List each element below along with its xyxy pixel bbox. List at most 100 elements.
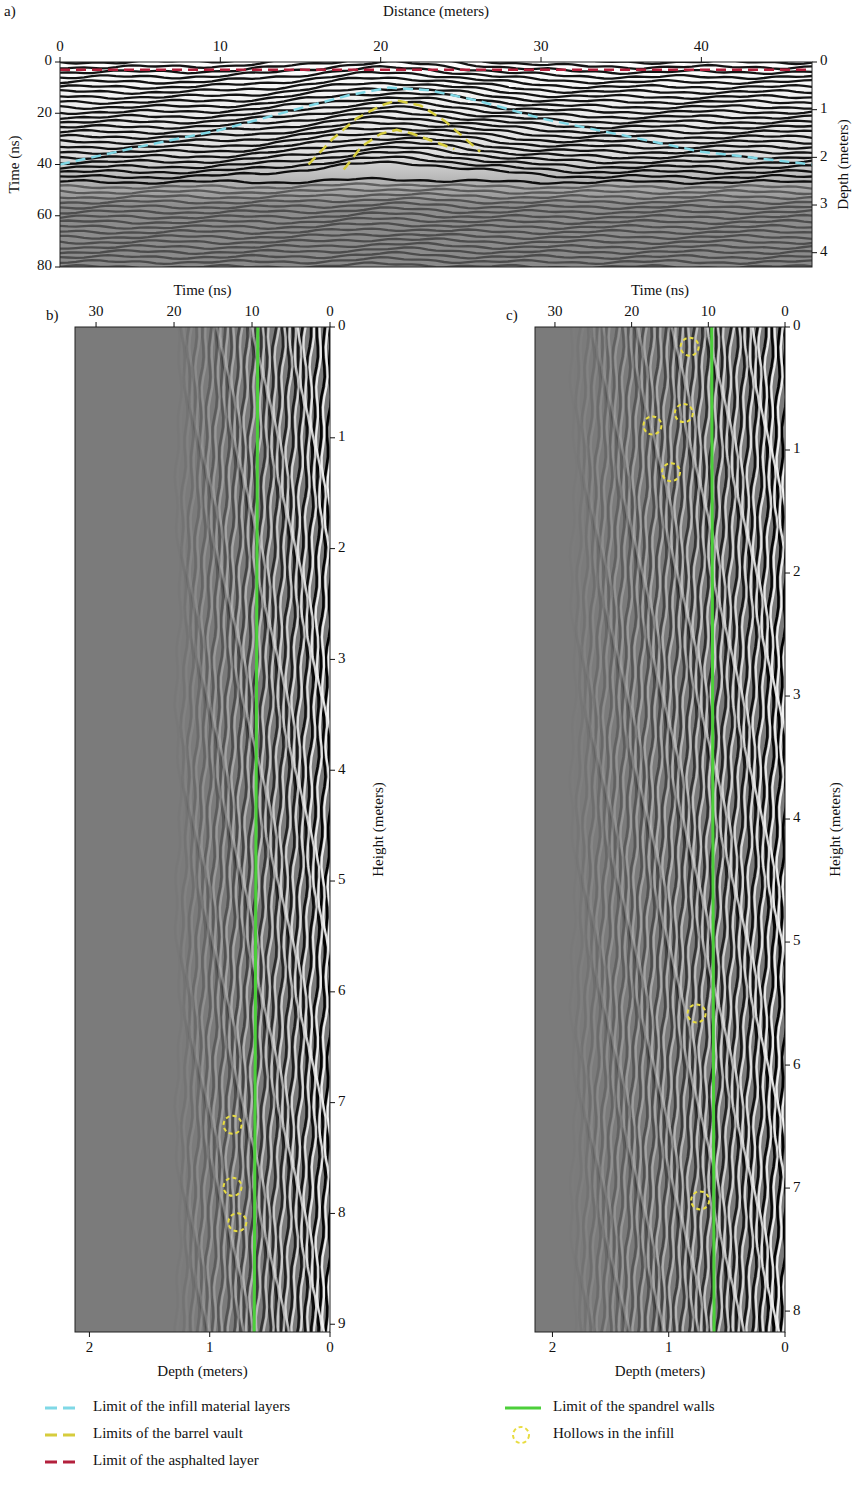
tick-label: 10 [213, 38, 228, 54]
radar-texture [777, 327, 784, 1332]
tick-label: 2 [549, 1339, 557, 1355]
hollow [681, 338, 699, 356]
radar-texture [627, 327, 634, 1332]
tick-label: 5 [338, 871, 346, 887]
tick-label: 60 [37, 206, 52, 222]
tick-label: 1 [793, 440, 801, 456]
tick [785, 1311, 790, 1312]
legend-swatch [45, 1407, 81, 1410]
radar-image [75, 327, 330, 1332]
tick-label: 0 [45, 52, 53, 68]
tick [541, 57, 542, 62]
radar-texture [178, 327, 185, 1332]
hollow [662, 463, 680, 481]
tick [812, 205, 817, 206]
tick [330, 1332, 331, 1337]
radar-texture [60, 117, 812, 134]
tick-label: 0 [338, 317, 346, 333]
tick [701, 57, 702, 62]
radar-texture [60, 93, 812, 109]
radar-texture [747, 327, 754, 1332]
tick-label: 80 [37, 257, 52, 273]
tick [812, 62, 817, 63]
axis-title: Distance (meters) [383, 3, 489, 20]
radar-texture [196, 327, 203, 1332]
tick [60, 57, 61, 62]
tick [330, 1213, 335, 1214]
radar-texture [298, 327, 305, 1332]
radar-texture [189, 327, 196, 1332]
radar-texture [591, 327, 598, 1332]
tick-label: 2 [338, 539, 346, 555]
radar-texture [656, 327, 663, 1332]
radar-image [535, 327, 785, 1332]
tick-label: 1 [338, 428, 346, 444]
radar-texture [639, 327, 646, 1332]
tick-label: 20 [37, 104, 52, 120]
hollow [224, 1178, 242, 1196]
radar-texture [573, 327, 580, 1332]
radar-texture [674, 327, 681, 1332]
radar-texture [304, 327, 311, 1332]
tick [785, 322, 786, 327]
tick-label: 3 [820, 195, 828, 211]
tick [330, 659, 335, 660]
tick [330, 881, 335, 882]
radar-texture [243, 327, 250, 1332]
radar-texture [765, 327, 772, 1332]
tick-label: 2 [793, 563, 801, 579]
hollow [675, 404, 693, 422]
panel: 010203040Distance (meters)020406080Time … [4, 3, 852, 273]
tick [785, 327, 790, 328]
panel: 3020100Time (ns)210Depth (meters)0123456… [46, 282, 387, 1380]
radar-texture [759, 327, 766, 1332]
tick [785, 1332, 786, 1337]
radar-texture [60, 207, 812, 214]
radar-texture [60, 263, 812, 268]
frame [60, 62, 812, 267]
radar-texture [621, 327, 628, 1332]
tick [785, 942, 790, 943]
tick [174, 322, 175, 327]
boundary-line [309, 100, 481, 164]
radar-texture [219, 327, 226, 1332]
tick-label: 20 [167, 303, 182, 319]
boundary-line [60, 68, 812, 71]
frame [75, 327, 330, 1332]
boundary-line [254, 327, 258, 1332]
tick-label: 0 [781, 1339, 789, 1355]
tick-label: 4 [820, 243, 828, 259]
panel-label: b) [46, 307, 59, 324]
legend-label: Limit of the asphalted layer [93, 1452, 259, 1468]
tick [631, 322, 632, 327]
legend-swatch [45, 1461, 81, 1464]
legend-swatch [45, 1434, 81, 1437]
axis-title: Time (ns) [631, 282, 689, 299]
axis-title: Depth (meters) [615, 1363, 705, 1380]
legend-swatch [513, 1427, 529, 1443]
hollow [228, 1213, 246, 1231]
radar-texture [232, 327, 239, 1332]
tick-label: 1 [206, 1339, 214, 1355]
tick [209, 1332, 210, 1337]
radar-texture [201, 327, 208, 1332]
tick [330, 1324, 335, 1325]
tick [785, 573, 790, 574]
radar-texture [60, 252, 812, 259]
tick-label: 0 [56, 38, 64, 54]
tick-label: 2 [86, 1339, 94, 1355]
radar-texture [609, 327, 616, 1332]
tick-label: 10 [245, 303, 260, 319]
radar-texture [207, 327, 214, 1332]
tick [55, 62, 60, 63]
tick [785, 819, 790, 820]
tick-label: 40 [37, 155, 52, 171]
tick [330, 1102, 335, 1103]
tick [55, 164, 60, 165]
interpretation [60, 70, 812, 170]
radar-texture [597, 327, 604, 1332]
tick [55, 113, 60, 114]
radar-texture [184, 327, 191, 1332]
tick [552, 1332, 553, 1337]
tick-label: 3 [338, 650, 346, 666]
